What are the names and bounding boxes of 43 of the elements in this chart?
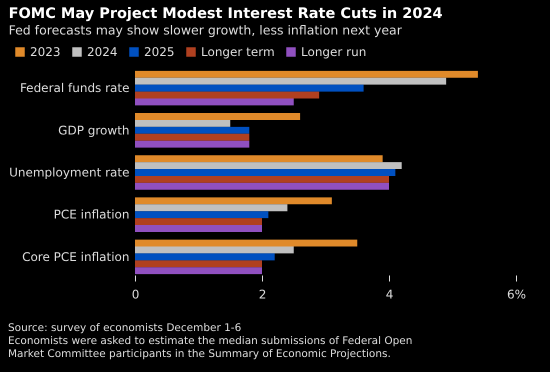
bar — [135, 84, 364, 92]
legend-label: 2024 — [87, 45, 118, 59]
text: Economists were asked to estimate the median submissions of Federal Open Market Committee participants in the Summary of Economic Projections. — [8, 335, 414, 361]
bar — [135, 78, 446, 85]
bar — [135, 240, 358, 246]
bar — [135, 162, 402, 170]
y-tick-label: Federal funds rate — [20, 81, 130, 96]
bar — [135, 204, 288, 212]
bar — [135, 98, 294, 106]
bar — [135, 113, 300, 120]
bar — [135, 211, 268, 218]
bar — [135, 134, 250, 141]
bar — [135, 120, 230, 127]
bar — [135, 92, 320, 99]
bar — [135, 267, 262, 274]
chart-subtitle: Fed forecasts may show slower growth, less inflation next year — [8, 22, 403, 38]
bar — [135, 197, 332, 204]
y-tick-label: Unemployment rate — [9, 166, 130, 180]
chart-title: FOMC May Project Modest Interest Rate Cuts in 2024 — [8, 6, 443, 22]
bar — [135, 155, 383, 162]
source-note: Source: survey of economists December 1-6 — [8, 322, 242, 335]
bar — [135, 260, 262, 268]
x-tick-label: 2 — [258, 288, 266, 302]
legend-label: Longer run — [301, 45, 366, 59]
bar — [135, 253, 275, 260]
x-tick-label: 6% — [506, 288, 526, 302]
legend-label: 2023 — [30, 45, 61, 59]
y-tick-label: PCE inflation — [54, 208, 130, 222]
y-tick-label: Core PCE inflation — [22, 250, 130, 264]
bar — [135, 176, 389, 183]
bar — [135, 182, 389, 190]
legend-label: Longer term — [201, 45, 275, 59]
legend-label: 2025 — [144, 45, 175, 59]
x-tick-label: 4 — [386, 288, 394, 302]
bar — [135, 246, 294, 254]
y-tick-label: GDP growth — [58, 123, 130, 138]
bar — [135, 218, 262, 226]
bar — [135, 169, 396, 176]
bar — [135, 140, 250, 148]
bar — [135, 126, 250, 134]
bar — [135, 70, 478, 78]
x-tick-label: 0 — [132, 288, 140, 302]
bar — [135, 225, 262, 232]
